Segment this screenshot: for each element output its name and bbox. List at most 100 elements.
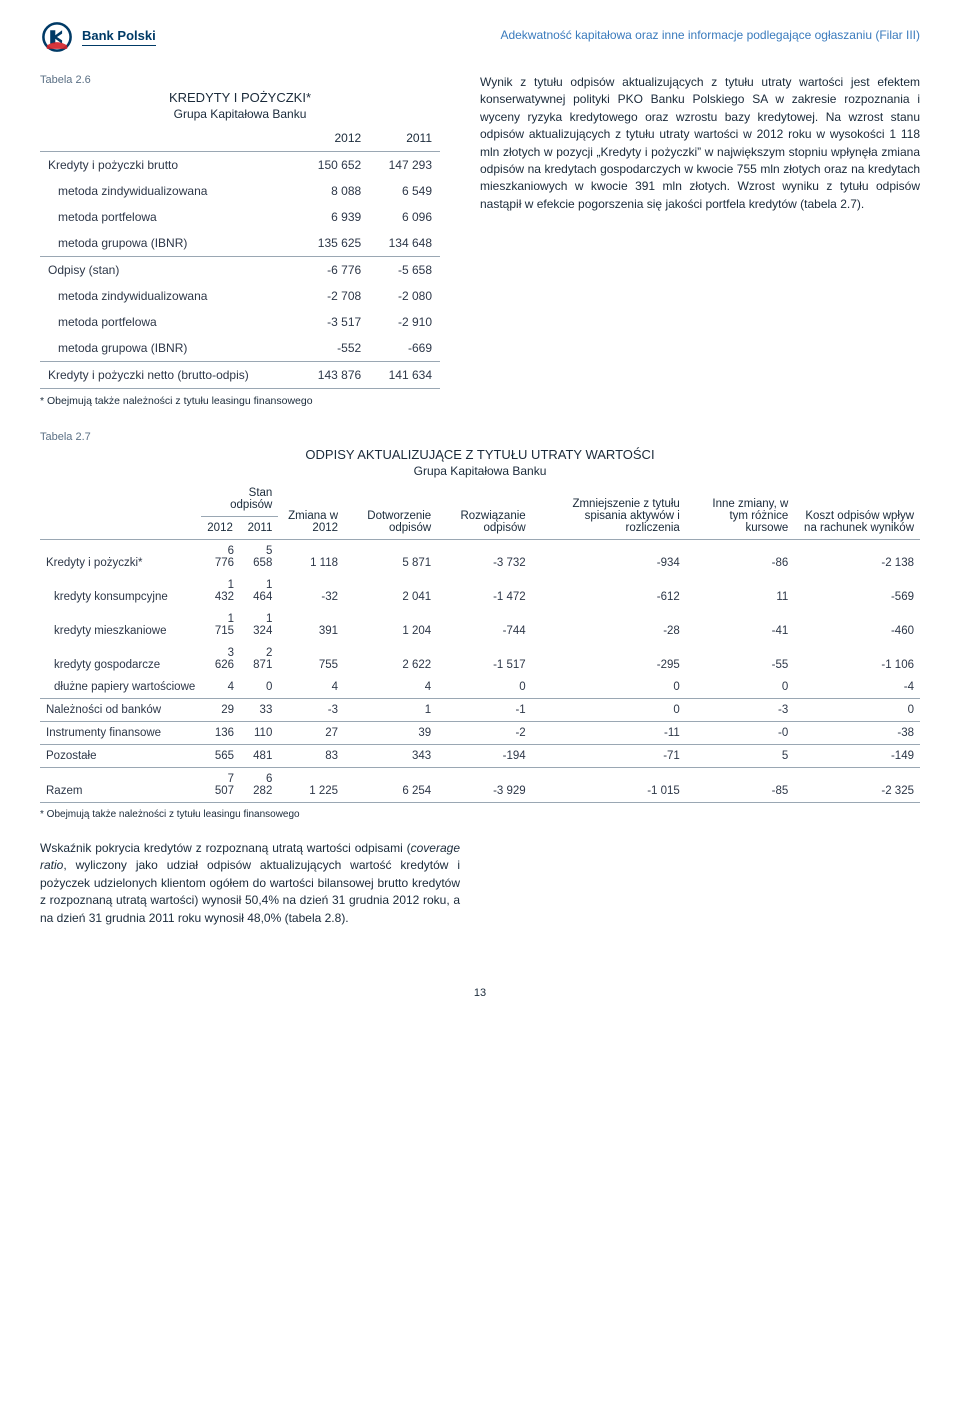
cell-2012: 8 088 xyxy=(298,178,369,204)
h-dotw: Dotworzenie odpisów xyxy=(344,482,437,540)
table26-subtitle: Grupa Kapitałowa Banku xyxy=(40,107,440,121)
cell-2011: -2 080 xyxy=(369,283,440,309)
cell-value: -0 xyxy=(686,722,794,745)
table-row: metoda zindywidualizowana8 0886 549 xyxy=(40,178,440,204)
bp-pre: Wskaźnik pokrycia kredytów z rozpoznaną … xyxy=(40,841,411,855)
table-row: Instrumenty finansowe1361102739-2-11-0-3… xyxy=(40,722,920,745)
table27: Stan odpisów Zmiana w 2012 Dotworzenie o… xyxy=(40,482,920,803)
cell-value: -194 xyxy=(437,745,531,768)
table-row: Odpisy (stan)-6 776-5 658 xyxy=(40,257,440,284)
cell-value: 565 xyxy=(201,745,240,768)
table-row: Kredyty i pożyczki*6 7765 6581 1185 871-… xyxy=(40,540,920,575)
cell-value: 6 254 xyxy=(344,768,437,803)
table27-title: ODPISY AKTUALIZUJĄCE Z TYTUŁU UTRATY WAR… xyxy=(40,447,920,462)
cell-value: -11 xyxy=(532,722,686,745)
cell-2012: 6 939 xyxy=(298,204,369,230)
table-row: Pozostałe56548183343-194-715-149 xyxy=(40,745,920,768)
h-zmn: Zmniejszenie z tytułu spisania aktywów i… xyxy=(532,482,686,540)
cell-value: -569 xyxy=(794,574,920,608)
page-number: 13 xyxy=(40,987,920,999)
cell-2011: 147 293 xyxy=(369,152,440,179)
cell-value: 1 715 xyxy=(201,608,240,642)
cell-value: -38 xyxy=(794,722,920,745)
table-row: dłużne papiery wartościowe4044000-4 xyxy=(40,676,920,699)
table-row: metoda portfelowa-3 517-2 910 xyxy=(40,309,440,335)
cell-value: 3 626 xyxy=(201,642,240,676)
cell-value: 755 xyxy=(278,642,344,676)
cell-value: -2 138 xyxy=(794,540,920,575)
table27-label: Tabela 2.7 xyxy=(40,431,920,443)
cell-value: 29 xyxy=(201,699,240,722)
row-label: Razem xyxy=(40,768,201,803)
cell-value: -1 xyxy=(437,699,531,722)
cell-value: 39 xyxy=(344,722,437,745)
row-label: metoda grupowa (IBNR) xyxy=(40,230,298,257)
cell-value: 33 xyxy=(240,699,278,722)
cell-value: -3 xyxy=(278,699,344,722)
row-label: Kredyty i pożyczki* xyxy=(40,540,201,575)
right-paragraph: Wynik z tytułu odpisów aktualizujących z… xyxy=(480,74,920,213)
table-row: kredyty gospodarcze3 6262 8717552 622-1 … xyxy=(40,642,920,676)
bottom-paragraph: Wskaźnik pokrycia kredytów z rozpoznaną … xyxy=(40,840,460,927)
cell-value: -4 xyxy=(794,676,920,699)
cell-value: -460 xyxy=(794,608,920,642)
cell-value: 5 xyxy=(686,745,794,768)
cell-value: 2 041 xyxy=(344,574,437,608)
cell-value: 110 xyxy=(240,722,278,745)
cell-value: -1 472 xyxy=(437,574,531,608)
col-2012: 2012 xyxy=(298,125,369,152)
cell-value: 1 204 xyxy=(344,608,437,642)
cell-value: 1 xyxy=(344,699,437,722)
cell-value: 481 xyxy=(240,745,278,768)
cell-2011: -5 658 xyxy=(369,257,440,284)
cell-value: -41 xyxy=(686,608,794,642)
row-label: Kredyty i pożyczki brutto xyxy=(40,152,298,179)
cell-value: -2 xyxy=(437,722,531,745)
table26-label: Tabela 2.6 xyxy=(40,74,440,86)
row-label: kredyty gospodarcze xyxy=(40,642,201,676)
cell-2012: 143 876 xyxy=(298,362,369,389)
cell-2012: 135 625 xyxy=(298,230,369,257)
cell-value: -295 xyxy=(532,642,686,676)
cell-value: 7 507 xyxy=(201,768,240,803)
table-row: kredyty konsumpcyjne1 4321 464-322 041-1… xyxy=(40,574,920,608)
table-row: Razem7 5076 2821 2256 254-3 929-1 015-85… xyxy=(40,768,920,803)
cell-value: 1 432 xyxy=(201,574,240,608)
table-row: kredyty mieszkaniowe1 7151 3243911 204-7… xyxy=(40,608,920,642)
cell-2012: -6 776 xyxy=(298,257,369,284)
table27-footnote: * Obejmują także należności z tytułu lea… xyxy=(40,809,920,820)
table26-title: KREDYTY I POŻYCZKI* xyxy=(40,90,440,105)
table26: 2012 2011 Kredyty i pożyczki brutto150 6… xyxy=(40,125,440,389)
cell-2012: 150 652 xyxy=(298,152,369,179)
row-label: kredyty konsumpcyjne xyxy=(40,574,201,608)
col-2011: 2011 xyxy=(369,125,440,152)
row-label: metoda portfelowa xyxy=(40,204,298,230)
cell-value: -612 xyxy=(532,574,686,608)
table-row: Należności od banków2933-31-10-30 xyxy=(40,699,920,722)
bp-post: , wyliczony jako udział odpisów aktualiz… xyxy=(40,858,460,924)
cell-value: 6 282 xyxy=(240,768,278,803)
row-label: dłużne papiery wartościowe xyxy=(40,676,201,699)
cell-value: 0 xyxy=(240,676,278,699)
row-label: Pozostałe xyxy=(40,745,201,768)
cell-value: 343 xyxy=(344,745,437,768)
cell-value: -1 106 xyxy=(794,642,920,676)
cell-value: 6 776 xyxy=(201,540,240,575)
bank-logo-icon xyxy=(40,20,74,54)
logo-block: Bank Polski xyxy=(40,20,156,54)
cell-2011: -669 xyxy=(369,335,440,362)
cell-value: 4 xyxy=(278,676,344,699)
cell-value: -3 732 xyxy=(437,540,531,575)
table-row: metoda grupowa (IBNR)-552-669 xyxy=(40,335,440,362)
h-rozw: Rozwiązanie odpisów xyxy=(437,482,531,540)
table-row: Kredyty i pożyczki netto (brutto-odpis)1… xyxy=(40,362,440,389)
row-label: Odpisy (stan) xyxy=(40,257,298,284)
cell-value: 27 xyxy=(278,722,344,745)
h-koszt: Koszt odpisów wpływ na rachunek wyników xyxy=(794,482,920,540)
header-subtitle: Adekwatność kapitałowa oraz inne informa… xyxy=(500,20,920,42)
table26-footnote: * Obejmują także należności z tytułu lea… xyxy=(40,395,440,407)
cell-2012: -552 xyxy=(298,335,369,362)
cell-value: -3 xyxy=(686,699,794,722)
cell-value: -85 xyxy=(686,768,794,803)
h-2011: 2011 xyxy=(240,517,278,540)
